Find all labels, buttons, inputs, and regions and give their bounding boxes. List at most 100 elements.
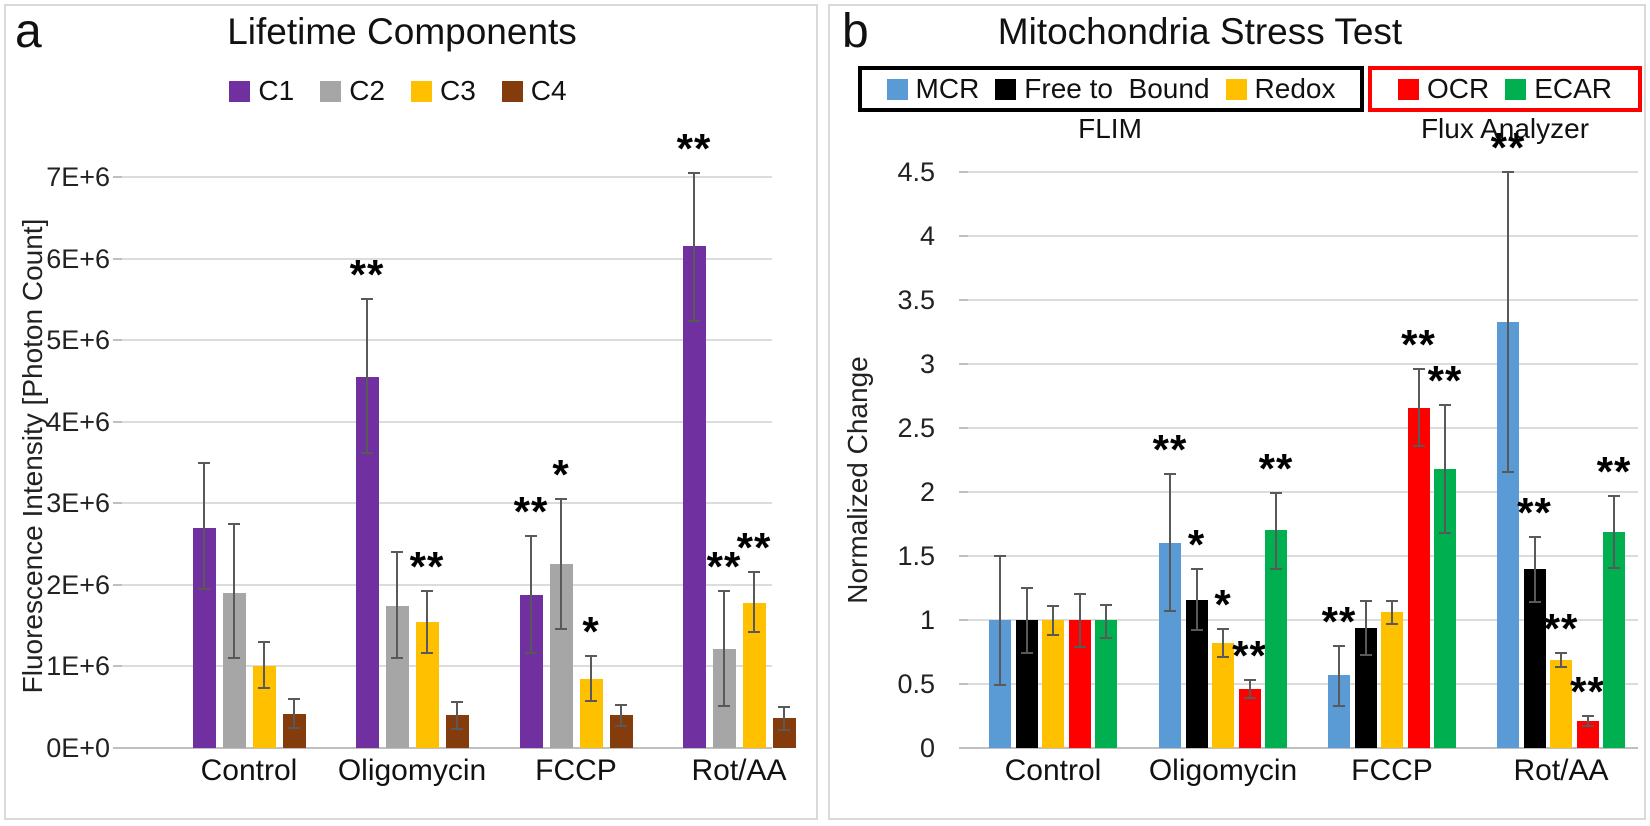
b-gridline xyxy=(968,363,1638,365)
a-errorbar-cap xyxy=(615,703,627,706)
b-tick-label: 4 xyxy=(919,221,935,251)
a-errorbar xyxy=(293,699,295,729)
b-errorbar-cap xyxy=(1020,652,1033,655)
c3-swatch-icon xyxy=(411,80,432,102)
legend-group-flux-box: OCR ECAR xyxy=(1368,66,1642,112)
legend-item-c2: C2 xyxy=(320,76,385,106)
b-errorbar-cap xyxy=(1386,599,1398,602)
legend-item-ocr: OCR xyxy=(1397,73,1490,104)
a-errorbar xyxy=(366,299,368,453)
b-significance-marker: ** xyxy=(1258,445,1294,493)
b-bar-mcr-oligomycin xyxy=(1159,543,1181,748)
b-errorbar xyxy=(1364,600,1367,655)
b-errorbar-cap xyxy=(1243,697,1256,700)
legend-label: Redox xyxy=(1254,73,1336,104)
b-errorbar-cap xyxy=(1359,653,1372,656)
b-errorbar-cap xyxy=(1164,610,1176,613)
b-gridline xyxy=(968,235,1638,237)
b-category-rot-aa: Rot/AA xyxy=(1513,754,1609,787)
b-bar-mcr-rot-aa xyxy=(1497,321,1519,748)
b-tick-label: 0.5 xyxy=(897,669,935,699)
c1-swatch-icon xyxy=(229,80,251,102)
a-errorbar-cap xyxy=(718,590,730,593)
b-significance-marker: * xyxy=(1214,580,1232,628)
panel-b-title: Mitochondria Stress Test xyxy=(997,11,1403,52)
b-tick xyxy=(959,619,968,621)
b-significance-marker: ** xyxy=(1570,668,1605,715)
a-bar-c1-control xyxy=(192,527,216,748)
b-tick-label: 1.5 xyxy=(897,541,935,571)
b-bar-ocr-rot-aa xyxy=(1576,721,1599,748)
a-gridline xyxy=(122,339,772,341)
a-significance-marker: ** xyxy=(513,487,549,535)
legend-group-flim-label: FLIM xyxy=(1078,113,1142,144)
b-tick xyxy=(959,235,968,237)
a-tick xyxy=(113,339,122,341)
a-errorbar-cap xyxy=(361,298,373,301)
a-category-fccp: FCCP xyxy=(535,754,617,787)
legend-label: C1 xyxy=(258,75,295,106)
b-tick-label: 1 xyxy=(919,605,935,635)
b-tick-label: 3 xyxy=(919,349,935,379)
a-errorbar-cap xyxy=(288,727,300,730)
b-bar-free-to-bound-rot-aa xyxy=(1523,568,1546,748)
a-errorbar-cap xyxy=(688,171,700,174)
legend-item-c1: C1 xyxy=(229,76,294,106)
a-category-control: Control xyxy=(200,754,298,787)
b-errorbar xyxy=(999,556,1001,686)
b-errorbar-cap xyxy=(1190,629,1203,632)
b-tick xyxy=(959,171,968,173)
b-bar-redox-oligomycin xyxy=(1212,643,1234,748)
redox-swatch-icon xyxy=(1225,78,1247,100)
b-x-axis xyxy=(959,747,1638,749)
a-errorbar xyxy=(590,655,592,701)
b-errorbar-cap xyxy=(1333,704,1345,707)
b-significance-marker: ** xyxy=(1490,124,1526,171)
b-errorbar xyxy=(1078,594,1081,647)
a-significance-marker: ** xyxy=(409,542,445,590)
panel-a-legend: C1 C2 C3 C4 xyxy=(143,76,653,106)
b-tick-label: 0 xyxy=(919,733,935,763)
b-category-control: Control xyxy=(1004,754,1102,787)
b-bar-ecar-rot-aa xyxy=(1603,531,1625,748)
b-errorbar xyxy=(1560,653,1562,668)
a-errorbar-cap xyxy=(688,320,700,323)
b-bar-ocr-oligomycin xyxy=(1238,689,1261,748)
legend-label: C4 xyxy=(530,75,567,106)
b-bar-redox-control xyxy=(1042,620,1064,748)
a-errorbar-cap xyxy=(525,652,537,655)
a-errorbar-cap xyxy=(198,461,210,464)
b-errorbar-cap xyxy=(1386,622,1398,625)
legend-group-flim-box: MCR Free to Bound Redox xyxy=(858,66,1364,112)
ecar-swatch-icon xyxy=(1505,78,1527,100)
a-significance-marker: ** xyxy=(349,251,385,299)
legend-label: OCR xyxy=(1426,73,1490,104)
b-errorbar-cap xyxy=(1270,492,1282,495)
b-significance-marker: * xyxy=(1187,520,1206,568)
a-errorbar-cap xyxy=(555,627,567,630)
a-bar-c2-oligomycin xyxy=(385,606,409,748)
b-errorbar-cap xyxy=(1047,634,1059,637)
b-tick-label: 2 xyxy=(919,477,935,507)
a-gridline xyxy=(122,176,772,178)
a-errorbar-cap xyxy=(228,657,240,660)
b-tick xyxy=(959,427,968,429)
b-significance-marker: ** xyxy=(1596,447,1632,495)
a-bar-c2-control xyxy=(222,593,246,748)
a-errorbar-cap xyxy=(391,551,403,554)
a-errorbar-cap xyxy=(748,631,760,634)
a-errorbar xyxy=(530,535,532,654)
b-errorbar-cap xyxy=(1100,636,1112,639)
legend-item-free-to-bound: Free to Bound xyxy=(995,74,1210,104)
b-category-oligomycin: Oligomycin xyxy=(1148,754,1298,787)
b-errorbar-cap xyxy=(1412,368,1425,371)
b-gridline xyxy=(968,619,1638,621)
a-tick xyxy=(113,421,122,423)
a-significance-marker: * xyxy=(552,451,570,499)
b-category-fccp: FCCP xyxy=(1351,754,1433,787)
a-tick xyxy=(113,502,122,504)
b-errorbar-cap xyxy=(1333,644,1345,647)
b-bar-ocr-control xyxy=(1068,620,1091,748)
b-errorbar-cap xyxy=(1502,171,1514,173)
